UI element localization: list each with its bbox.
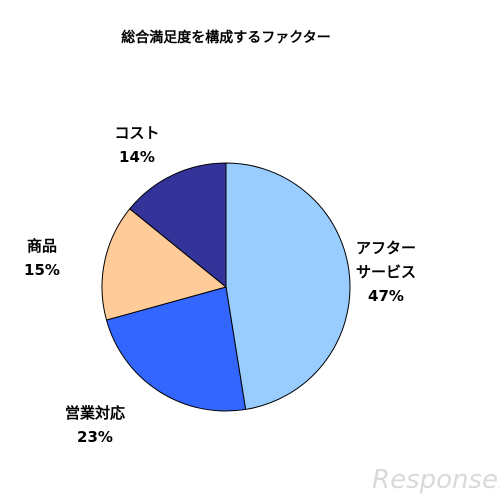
pie-slice-3 [129, 162, 227, 289]
slice-value-label-1: 23% [77, 428, 113, 446]
response-watermark: Response. [372, 465, 500, 495]
slice-value-label-0: 47% [368, 287, 404, 305]
slice-label-3: コスト [114, 124, 159, 142]
pie-slice-0 [225, 162, 351, 411]
slice-label-0: サービス [356, 263, 416, 281]
pie-slice-1 [105, 286, 247, 412]
chart-title: 総合満足度を構成するファクター [121, 29, 330, 46]
slice-value-label-3: 14% [119, 148, 155, 166]
slice-value-label-2: 15% [24, 261, 60, 279]
slice-label-1: 営業対応 [65, 404, 125, 422]
slice-label-2: 商品 [27, 237, 57, 255]
pie-slices [101, 162, 351, 412]
pie-slice-2 [101, 208, 228, 321]
slice-label-0: アフター [356, 239, 416, 257]
